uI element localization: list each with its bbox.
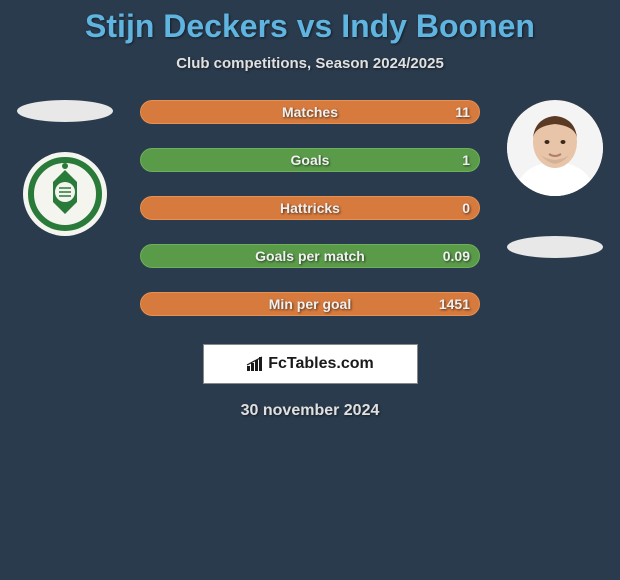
stat-row-matches: Matches 11 [140,100,480,124]
player-left-column [10,100,120,236]
stat-label: Min per goal [269,296,351,312]
stat-value: 1451 [439,296,470,312]
player-right-column [500,100,610,258]
stats-list: Matches 11 Goals 1 Hattricks 0 Goals per… [140,100,480,316]
comparison-panel: Matches 11 Goals 1 Hattricks 0 Goals per… [0,100,620,420]
stat-row-goals: Goals 1 [140,148,480,172]
brand-text: FcTables.com [268,355,374,373]
stat-label: Matches [282,104,338,120]
stat-label: Goals [291,152,330,168]
stat-value: 1 [462,152,470,168]
bar-chart-icon [246,356,264,372]
player-right-avatar [507,100,603,196]
page-title: Stijn Deckers vs Indy Boonen [0,0,620,45]
player-right-club-placeholder [507,236,603,258]
player-left-avatar-placeholder [17,100,113,122]
stat-row-hattricks: Hattricks 0 [140,196,480,220]
date-text: 30 november 2024 [0,402,620,420]
player-left-club-logo [23,152,107,236]
brand-badge: FcTables.com [203,344,418,384]
subtitle: Club competitions, Season 2024/2025 [0,55,620,72]
club-crest-icon [23,152,107,236]
stat-label: Goals per match [255,248,365,264]
stat-row-goals-per-match: Goals per match 0.09 [140,244,480,268]
stat-label: Hattricks [280,200,340,216]
stat-value: 0 [462,200,470,216]
stat-value: 0.09 [443,248,470,264]
stat-row-min-per-goal: Min per goal 1451 [140,292,480,316]
stat-value: 11 [455,104,470,120]
